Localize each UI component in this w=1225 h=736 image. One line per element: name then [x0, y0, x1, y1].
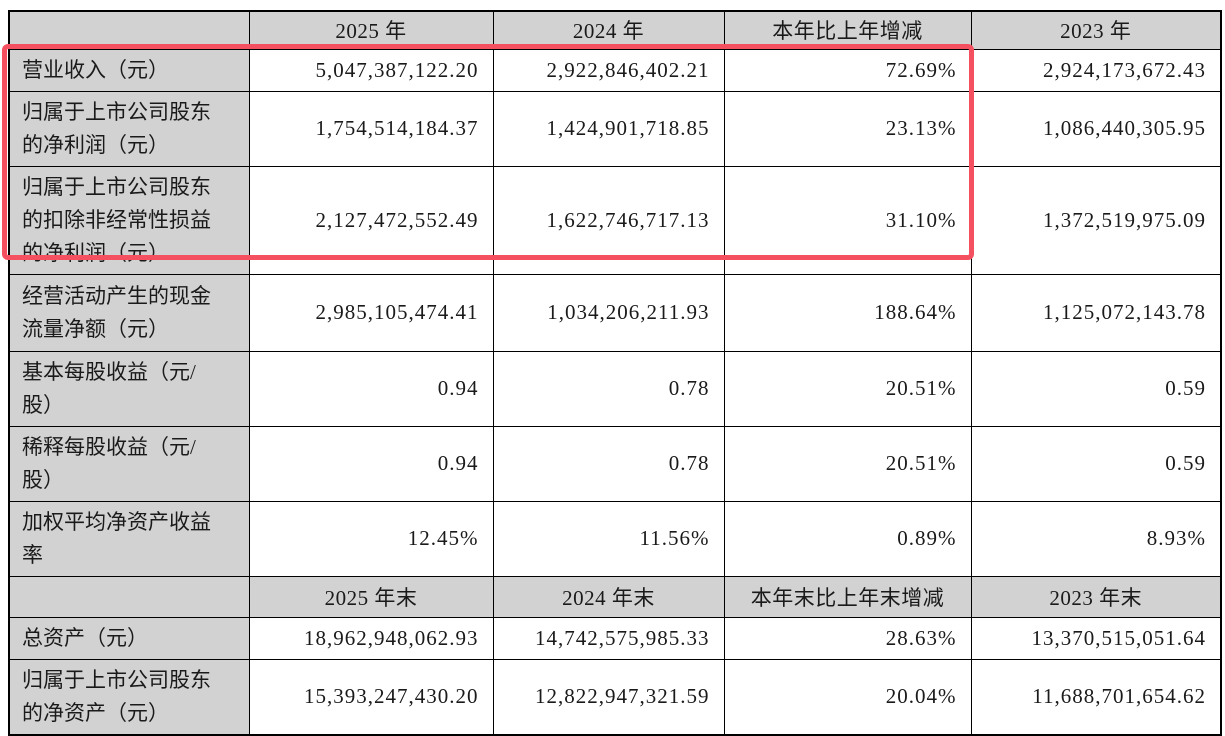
value-2025: 12.45% [248, 500, 494, 577]
financial-summary-region: 2025 年 2024 年 本年比上年增减 2023 年 营业收入（元） 5,0… [2, 10, 1222, 736]
value-2024: 11.56% [492, 500, 725, 577]
value-2024: 1,424,901,718.85 [492, 90, 725, 167]
value-change: 188.64% [723, 273, 972, 352]
col-header-2024-end: 2024 年末 [492, 575, 725, 618]
value-2024: 0.78 [492, 425, 725, 502]
value-2023: 11,688,701,654.62 [970, 658, 1222, 735]
row-label: 稀释每股收益（元/ 股） [8, 425, 250, 502]
balance-header-row: 2025 年末 2024 年末 本年末比上年末增减 2023 年末 [8, 575, 1222, 618]
value-change: 28.63% [723, 616, 972, 660]
table-row-operating-cashflow: 经营活动产生的现金 流量净额（元） 2,985,105,474.41 1,034… [8, 273, 1222, 352]
value-2023: 0.59 [970, 350, 1222, 427]
row-label: 营业收入（元） [8, 48, 250, 92]
corner-cell [8, 575, 250, 618]
row-label: 归属于上市公司股东 的净利润（元） [8, 90, 250, 167]
value-change: 0.89% [723, 500, 972, 577]
table-row-net-assets: 归属于上市公司股东 的净资产（元） 15,393,247,430.20 12,8… [8, 658, 1222, 735]
value-2024: 14,742,575,985.33 [492, 616, 725, 660]
value-2023: 1,372,519,975.09 [970, 165, 1222, 275]
row-label: 总资产（元） [8, 616, 250, 660]
value-2025: 0.94 [248, 425, 494, 502]
value-2024: 1,622,746,717.13 [492, 165, 725, 275]
value-2025: 1,754,514,184.37 [248, 90, 494, 167]
value-change: 31.10% [723, 165, 972, 275]
value-2023: 1,086,440,305.95 [970, 90, 1222, 167]
col-header-2024: 2024 年 [492, 10, 725, 50]
value-2024: 12,822,947,321.59 [492, 658, 725, 735]
value-2024: 2,922,846,402.21 [492, 48, 725, 92]
value-2025: 15,393,247,430.20 [248, 658, 494, 735]
table-row-basic-eps: 基本每股收益（元/ 股） 0.94 0.78 20.51% 0.59 [8, 350, 1222, 427]
income-header-row: 2025 年 2024 年 本年比上年增减 2023 年 [8, 10, 1222, 50]
col-header-change: 本年比上年增减 [723, 10, 972, 50]
corner-cell [8, 10, 250, 50]
value-change: 20.51% [723, 350, 972, 427]
value-2025: 5,047,387,122.20 [248, 48, 494, 92]
value-2023: 8.93% [970, 500, 1222, 577]
value-2024: 0.78 [492, 350, 725, 427]
row-label: 加权平均净资产收益 率 [8, 500, 250, 577]
table-row-weighted-roe: 加权平均净资产收益 率 12.45% 11.56% 0.89% 8.93% [8, 500, 1222, 577]
value-2023: 1,125,072,143.78 [970, 273, 1222, 352]
row-label: 归属于上市公司股东 的净资产（元） [8, 658, 250, 735]
financial-summary-table: 2025 年 2024 年 本年比上年增减 2023 年 营业收入（元） 5,0… [8, 10, 1222, 736]
value-2023: 13,370,515,051.64 [970, 616, 1222, 660]
row-label: 基本每股收益（元/ 股） [8, 350, 250, 427]
col-header-2025-end: 2025 年末 [248, 575, 494, 618]
col-header-2023: 2023 年 [970, 10, 1222, 50]
value-2025: 18,962,948,062.93 [248, 616, 494, 660]
value-2025: 2,127,472,552.49 [248, 165, 494, 275]
value-2025: 2,985,105,474.41 [248, 273, 494, 352]
col-header-end-change: 本年末比上年末增减 [723, 575, 972, 618]
table-row-diluted-eps: 稀释每股收益（元/ 股） 0.94 0.78 20.51% 0.59 [8, 425, 1222, 502]
table-row-net-profit-deducted: 归属于上市公司股东 的扣除非经常性损益 的净利润（元） 2,127,472,55… [8, 165, 1222, 275]
row-label: 归属于上市公司股东 的扣除非经常性损益 的净利润（元） [8, 165, 250, 275]
report-page: { "theme": { "header_bg": "#d2d2d2", "gr… [2, 10, 1222, 736]
value-2025: 0.94 [248, 350, 494, 427]
value-change: 72.69% [723, 48, 972, 92]
col-header-2023-end: 2023 年末 [970, 575, 1222, 618]
value-2023: 2,924,173,672.43 [970, 48, 1222, 92]
value-2024: 1,034,206,211.93 [492, 273, 725, 352]
value-change: 20.51% [723, 425, 972, 502]
col-header-2025: 2025 年 [248, 10, 494, 50]
value-change: 20.04% [723, 658, 972, 735]
value-2023: 0.59 [970, 425, 1222, 502]
value-change: 23.13% [723, 90, 972, 167]
table-row-net-profit: 归属于上市公司股东 的净利润（元） 1,754,514,184.37 1,424… [8, 90, 1222, 167]
table-row-revenue: 营业收入（元） 5,047,387,122.20 2,922,846,402.2… [8, 48, 1222, 92]
row-label: 经营活动产生的现金 流量净额（元） [8, 273, 250, 352]
table-row-total-assets: 总资产（元） 18,962,948,062.93 14,742,575,985.… [8, 616, 1222, 660]
